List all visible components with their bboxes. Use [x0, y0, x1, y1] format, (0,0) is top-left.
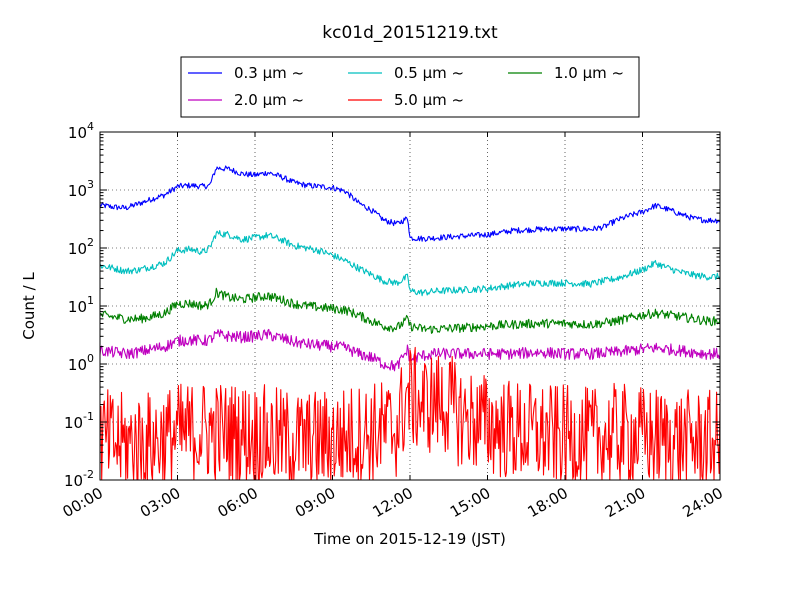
y-tick-exponent: -2 — [83, 468, 94, 481]
legend-label-1: 0.5 μm ~ — [394, 64, 464, 82]
y-tick-exponent: 1 — [87, 294, 94, 307]
chart-title: kc01d_20151219.txt — [322, 23, 498, 43]
legend-label-4: 5.0 μm ~ — [394, 91, 464, 109]
y-tick-base: 10 — [68, 298, 87, 316]
legend: 0.3 μm ~ 0.5 μm ~ 1.0 μm ~ 2.0 μm ~ 5.0 μm ~ — [180, 56, 640, 118]
y-tick-label: 10-2 — [64, 468, 94, 490]
y-tick-base: 10 — [68, 182, 87, 200]
y-tick-label: 101 — [68, 294, 94, 316]
y-tick-label: 100 — [68, 352, 94, 374]
y-tick-base: 10 — [68, 124, 87, 142]
y-tick-base: 10 — [68, 240, 87, 258]
legend-box — [180, 56, 640, 118]
y-axis-label: Count / L — [20, 272, 38, 340]
legend-label-3: 2.0 μm ~ — [234, 91, 304, 109]
y-tick-base: 10 — [64, 414, 83, 432]
series-line-4 — [99, 346, 721, 481]
y-tick-base: 10 — [68, 356, 87, 374]
y-tick-label: 103 — [68, 178, 94, 200]
y-tick-label: 102 — [68, 236, 94, 258]
legend-label-0: 0.3 μm ~ — [234, 64, 304, 82]
x-axis-label: Time on 2015-12-19 (JST) — [313, 530, 506, 548]
y-tick-label: 10-1 — [64, 410, 94, 432]
ticks — [99, 131, 721, 481]
y-tick-exponent: -1 — [83, 410, 94, 423]
y-tick-exponent: 4 — [87, 120, 94, 133]
y-tick-exponent: 0 — [87, 352, 94, 365]
series-group — [99, 165, 721, 481]
legend-label-2: 1.0 μm ~ — [554, 64, 624, 82]
series-line-1 — [99, 230, 721, 297]
y-tick-label: 104 — [68, 120, 94, 142]
y-tick-exponent: 3 — [87, 178, 94, 191]
series-line-0 — [99, 165, 721, 242]
series-line-2 — [99, 287, 721, 334]
y-tick-exponent: 2 — [87, 236, 94, 249]
y-tick-base: 10 — [64, 472, 83, 490]
